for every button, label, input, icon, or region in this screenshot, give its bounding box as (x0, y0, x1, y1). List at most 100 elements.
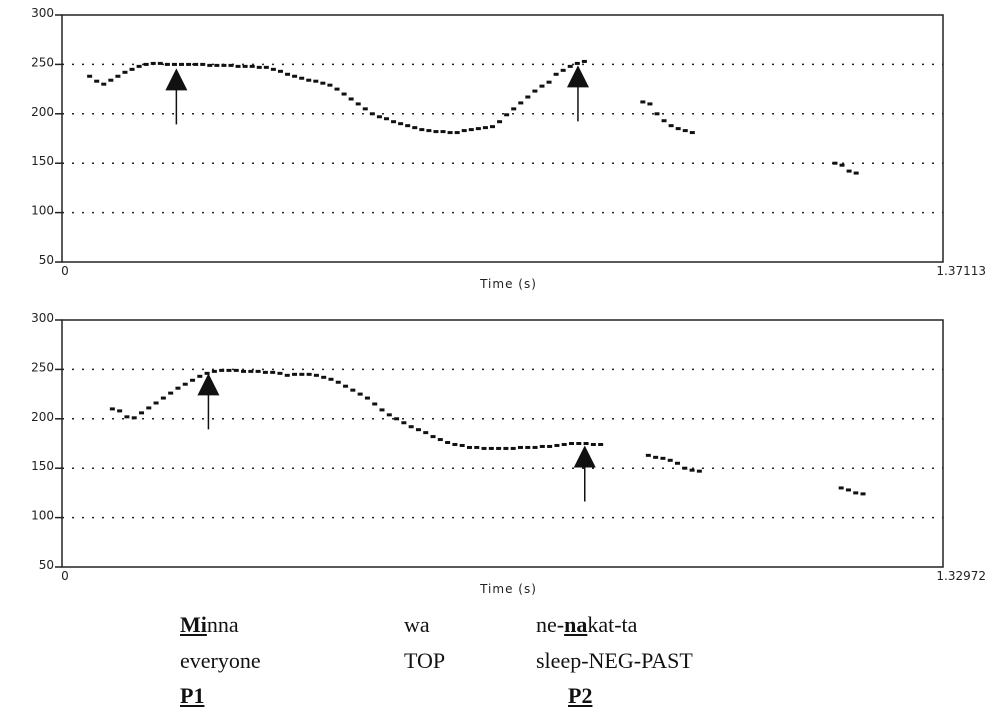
pitch-point (468, 128, 474, 132)
pitch-point (131, 416, 137, 420)
pitch-point (675, 127, 681, 131)
pitch-point (255, 369, 261, 373)
pitch-point (200, 62, 206, 66)
gloss-word-minna: Minna (180, 612, 239, 637)
pitch-point (497, 120, 503, 124)
pitch-point (391, 120, 397, 124)
pitch-point (454, 131, 460, 135)
pitch-point (386, 413, 392, 417)
pitch-point (668, 124, 674, 128)
pitch-point (108, 78, 114, 82)
pitch-point (341, 92, 347, 96)
pitch-point (327, 83, 333, 87)
pitch-point (489, 125, 495, 129)
pitch-point (398, 122, 404, 126)
pitch-point (270, 370, 276, 374)
pitch-point (525, 445, 531, 449)
pitch-point (466, 445, 472, 449)
pitch-point (433, 130, 439, 134)
pitch-point (376, 115, 382, 119)
pitch-point (445, 441, 451, 445)
pitch-point (299, 372, 305, 376)
x-tick-label-end: 1.37113 (936, 264, 986, 278)
pitch-point (226, 368, 232, 372)
pitch-point (124, 415, 130, 419)
pitch-point (461, 129, 467, 133)
pitch-point (175, 386, 181, 390)
pitch-point (383, 117, 389, 121)
pitch-point (661, 119, 667, 123)
gloss-word-nenakatta: ne-nakat-ta (536, 612, 638, 637)
y-tick-label: 300 (31, 6, 54, 20)
pitch-point (242, 64, 248, 68)
pitch-point (401, 421, 407, 425)
pitch-point (561, 442, 567, 446)
pitch-point (532, 445, 538, 449)
y-tick-label: 250 (31, 55, 54, 69)
pitch-point (554, 443, 560, 447)
pitch-point (249, 64, 255, 68)
pitch-point (241, 369, 247, 373)
y-tick-label: 150 (31, 459, 54, 473)
pitch-point (518, 101, 524, 105)
y-tick-label: 50 (39, 558, 54, 572)
pitch-point (321, 375, 327, 379)
pitch-point (503, 446, 509, 450)
pitch-point (221, 63, 227, 67)
pitch-point (306, 372, 312, 376)
pitch-point (853, 171, 859, 175)
pitch-point (474, 445, 480, 449)
peak-arrow-1 (197, 373, 220, 430)
pitch-point (355, 102, 361, 106)
pitch-point (350, 388, 356, 392)
pitch-point (640, 100, 646, 104)
pitch-point (139, 411, 145, 415)
pitch-point (233, 368, 239, 372)
pitch-point (335, 380, 341, 384)
pitch-point (87, 74, 93, 78)
pitch-point (207, 63, 213, 67)
pitch-point (689, 131, 695, 135)
plot-frame (61, 319, 944, 568)
y-tick-label: 100 (31, 509, 54, 523)
pitch-point (838, 486, 844, 490)
pitch-point (682, 129, 688, 133)
gloss-translation-everyone: everyone (180, 648, 261, 673)
pitch-point (197, 374, 203, 378)
pitch-point (313, 373, 319, 377)
y-tick-label: 150 (31, 154, 54, 168)
pitch-point (459, 443, 465, 447)
pitch-point (682, 466, 688, 470)
x-axis-label: Time (s) (479, 582, 537, 596)
pitch-point (423, 431, 429, 435)
pitch-point (576, 442, 582, 445)
pitch-point (447, 131, 453, 135)
peak-arrow-1 (165, 68, 188, 125)
pitch-point (860, 492, 866, 496)
pitch-point (136, 64, 142, 68)
pitch-point (228, 63, 234, 67)
pitch-point (369, 112, 375, 116)
pitch-point (560, 68, 566, 72)
pitch-point (168, 391, 174, 395)
y-tick-label: 200 (31, 105, 54, 119)
pitch-point (256, 65, 262, 69)
pitch-point (547, 444, 553, 448)
pitch-point (292, 372, 298, 376)
pitch-point (394, 417, 400, 421)
pitch-point (510, 446, 516, 450)
y-tick-label: 100 (31, 204, 54, 218)
pitch-point (164, 62, 170, 66)
pitch-point (115, 74, 121, 78)
x-tick-label-start: 0 (61, 569, 69, 583)
gloss-word-wa: wa (404, 612, 430, 637)
pitch-point (248, 369, 254, 373)
pitch-point (440, 130, 446, 134)
pitch-point (481, 446, 487, 450)
pitch-point (157, 61, 163, 65)
pitch-point (408, 425, 414, 429)
pitch-point (496, 446, 502, 450)
y-tick-label: 300 (31, 311, 54, 325)
pitch-point (426, 129, 432, 133)
pitch-point (153, 401, 159, 405)
